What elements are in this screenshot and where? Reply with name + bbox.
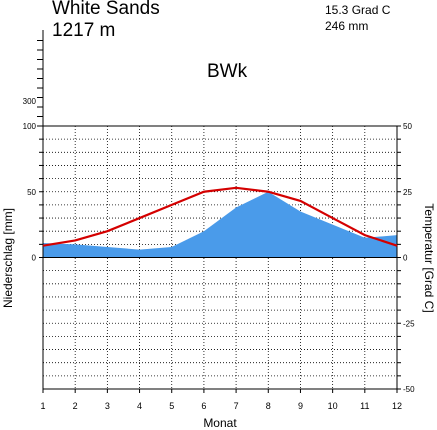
mean-temperature: 15.3 Grad C bbox=[325, 3, 391, 17]
right-tick-label: 25 bbox=[403, 188, 412, 197]
x-tick-label: 6 bbox=[201, 401, 206, 411]
right-axis-title: Temperatur [Grad C] bbox=[422, 203, 436, 312]
x-tick-label: 5 bbox=[169, 401, 174, 411]
left-tick-label: 0 bbox=[32, 254, 37, 263]
x-tick-label: 2 bbox=[73, 401, 78, 411]
x-tick-label: 8 bbox=[266, 401, 271, 411]
temperature-line bbox=[42, 186, 398, 247]
chart-axes bbox=[37, 30, 401, 393]
grid bbox=[43, 126, 397, 389]
station-name: White Sands bbox=[52, 0, 160, 19]
right-tick-label: 50 bbox=[403, 122, 412, 131]
right-tick-label: 0 bbox=[403, 254, 408, 263]
x-tick-label: 11 bbox=[360, 401, 369, 411]
x-tick-label: 1 bbox=[40, 401, 45, 411]
left-axis-title: Niederschlag [mm] bbox=[1, 208, 15, 308]
precipitation-fill bbox=[43, 191, 397, 258]
temperature-series bbox=[42, 186, 398, 247]
x-tick-label: 12 bbox=[392, 401, 402, 411]
x-tick-label: 3 bbox=[105, 401, 110, 411]
precipitation-area bbox=[43, 191, 397, 258]
station-elevation: 1217 m bbox=[52, 20, 116, 41]
x-tick-label: 7 bbox=[234, 401, 239, 411]
climate-class: BWk bbox=[207, 61, 248, 82]
x-tick-label: 10 bbox=[328, 401, 338, 411]
annual-precipitation: 246 mm bbox=[325, 19, 369, 33]
x-tick-label: 9 bbox=[298, 401, 303, 411]
left-tick-label: 300 bbox=[23, 97, 37, 106]
right-tick-label: -25 bbox=[403, 319, 415, 328]
right-tick-label: -50 bbox=[403, 385, 415, 394]
left-tick-label: 50 bbox=[27, 188, 36, 197]
left-tick-label: 100 bbox=[23, 122, 37, 131]
x-axis-title: Monat bbox=[203, 416, 237, 430]
axis-labels: 1 2 3 4 5 6 7 8 9 10 11 1230010050050250-25-50Monat… bbox=[1, 97, 436, 430]
x-tick-label: 4 bbox=[137, 401, 142, 411]
